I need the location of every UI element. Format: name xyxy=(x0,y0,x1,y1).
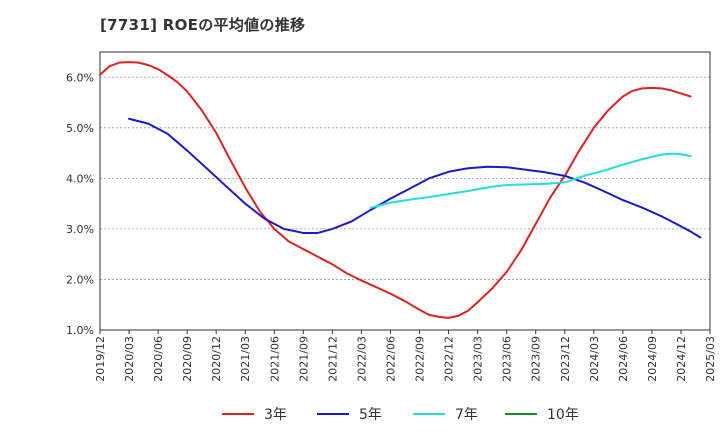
legend-label: 7年 xyxy=(455,407,478,423)
y-tick-label: 3.0% xyxy=(66,223,94,236)
x-tick-label: 2019/12 xyxy=(94,336,107,382)
x-tick-label: 2021/06 xyxy=(268,336,281,382)
x-tick-label: 2020/12 xyxy=(210,336,223,382)
x-tick-label: 2022/09 xyxy=(414,336,427,382)
y-tick-label: 6.0% xyxy=(66,71,94,84)
y-axis: 1.0% 2.0% 3.0% 4.0% 5.0% 6.0% xyxy=(66,71,94,337)
x-tick-label: 2020/03 xyxy=(123,336,136,382)
grid-layer xyxy=(100,76,710,331)
x-tick-label: 2024/06 xyxy=(617,336,630,382)
x-tick-label: 2025/03 xyxy=(704,336,717,382)
chart-title: [7731] ROEの平均値の推移 xyxy=(100,16,306,34)
x-tick-label: 2023/06 xyxy=(501,336,514,382)
x-tick-label: 2022/06 xyxy=(384,336,397,382)
x-tick-label: 2020/09 xyxy=(181,336,194,382)
legend-label: 10年 xyxy=(547,407,579,423)
x-tick-label: 2020/06 xyxy=(152,336,165,382)
series-line-7年 xyxy=(370,152,692,209)
series-line-5年 xyxy=(128,117,702,239)
y-tick-label: 2.0% xyxy=(66,273,94,286)
x-tick-label: 2023/03 xyxy=(472,336,485,382)
legend: 3年 5年 7年 10年 xyxy=(222,407,579,423)
y-tick-label: 5.0% xyxy=(66,122,94,135)
x-tick-label: 2024/09 xyxy=(646,336,659,382)
x-tick-label: 2024/03 xyxy=(588,336,601,382)
legend-label: 3年 xyxy=(264,407,287,423)
x-tick-label: 2023/09 xyxy=(530,336,543,382)
x-tick-label: 2021/09 xyxy=(297,336,310,382)
x-tick-label: 2021/12 xyxy=(326,336,339,382)
series-layer xyxy=(99,61,702,319)
legend-label: 5年 xyxy=(359,407,382,423)
x-tick-label: 2023/12 xyxy=(559,336,572,382)
x-tick-label: 2022/03 xyxy=(355,336,368,382)
y-tick-label: 4.0% xyxy=(66,172,94,185)
y-tick-label: 1.0% xyxy=(66,324,94,337)
x-tick-label: 2021/03 xyxy=(239,336,252,382)
x-tick-label: 2022/12 xyxy=(443,336,456,382)
x-axis: 2019/12 2020/03 2020/06 2020/09 2020/12 2021/… xyxy=(94,330,717,382)
x-tick-label: 2024/12 xyxy=(675,336,688,382)
plot-frame xyxy=(99,51,711,331)
series-line-3年 xyxy=(99,61,692,319)
